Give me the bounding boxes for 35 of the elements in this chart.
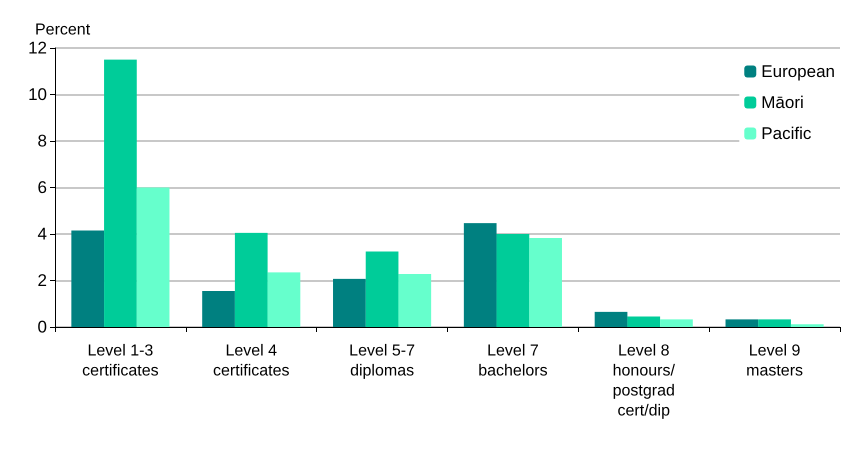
bar (398, 274, 432, 327)
x-tick-label: Level 7 bachelors (478, 342, 548, 380)
bar (71, 230, 104, 327)
bar (496, 234, 530, 327)
legend-label: Pacific (761, 124, 812, 143)
bar (758, 319, 791, 327)
y-tick-label: 12 (28, 38, 47, 58)
y-tick-label: 2 (38, 271, 47, 290)
bar (268, 272, 300, 327)
bar (660, 319, 693, 327)
legend-label: European (761, 62, 836, 81)
bar (202, 290, 235, 327)
x-tick-label: Level 5-7 diplomas (349, 342, 416, 380)
y-tick-label: 0 (38, 318, 47, 336)
y-tick-label: 8 (38, 132, 47, 150)
y-tick-label: 6 (38, 178, 47, 197)
bar (790, 324, 824, 327)
bar (366, 251, 398, 327)
y-axis-title: Percent (35, 22, 91, 38)
bar (104, 60, 137, 327)
bar (594, 312, 628, 327)
x-tick-label: Level 4 certificates (213, 342, 290, 380)
bar (529, 238, 562, 327)
bar (136, 188, 170, 327)
legend-label: Māori (761, 93, 804, 112)
bar (627, 316, 660, 327)
bar (464, 223, 497, 327)
x-tick-label: Level 9 masters (746, 342, 804, 380)
bar (333, 278, 366, 327)
y-tick-label: 10 (28, 85, 47, 104)
x-tick-label: Level 1-3 certificates (82, 342, 159, 380)
bar (234, 232, 268, 327)
bar (726, 319, 758, 327)
y-tick-label: 4 (38, 224, 47, 244)
x-tick-label: Level 8 honours/ postgrad cert/dip (612, 342, 676, 420)
